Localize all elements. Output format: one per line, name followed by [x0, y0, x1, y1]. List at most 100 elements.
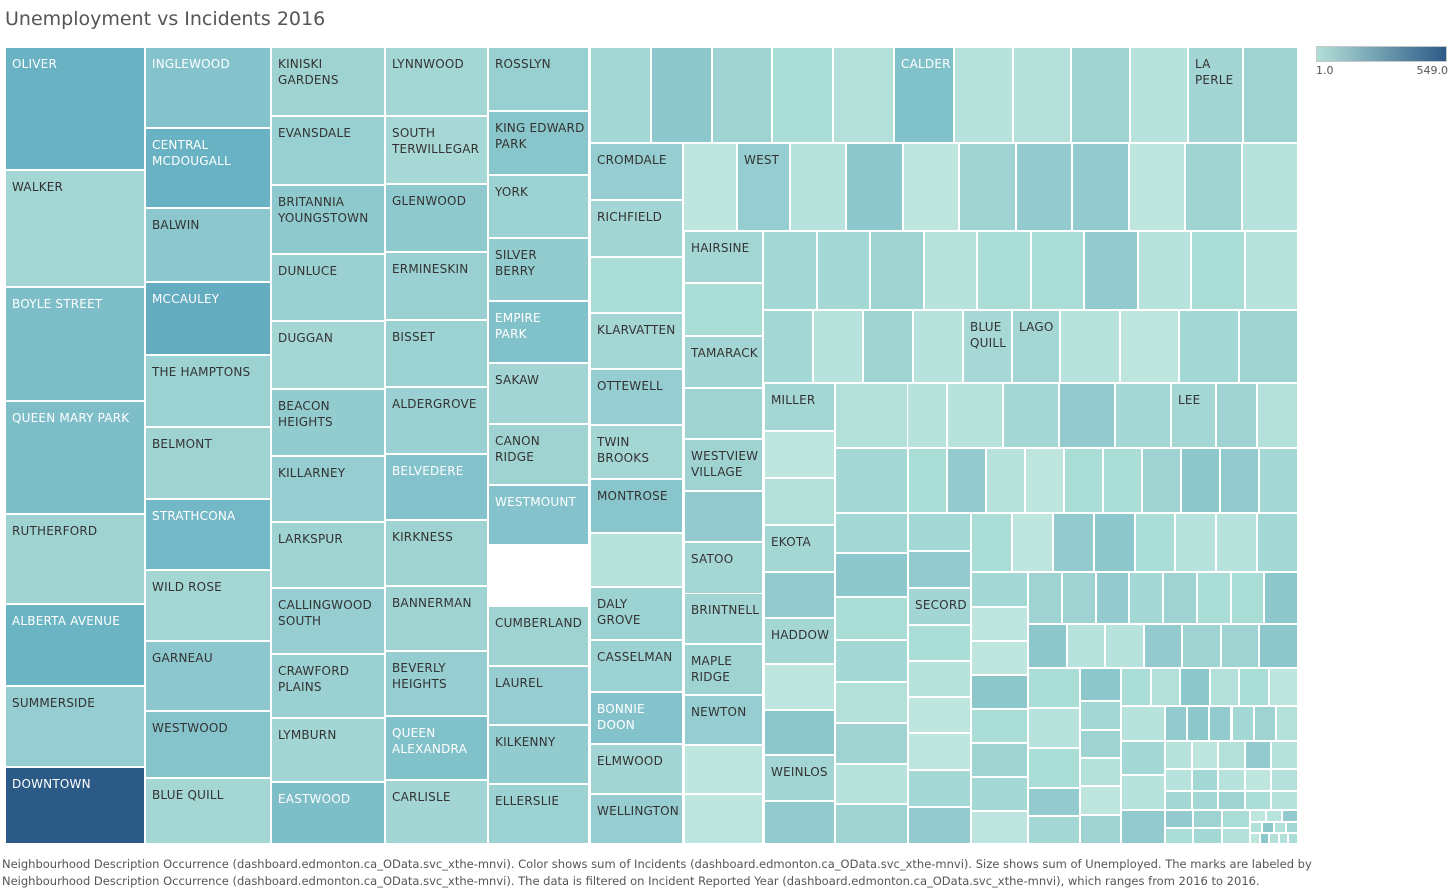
treemap-cell[interactable]: [1080, 758, 1121, 786]
treemap-cell-brintnell[interactable]: BRINTNELL: [684, 593, 763, 644]
treemap-cell[interactable]: [1216, 513, 1258, 572]
treemap-cell[interactable]: [1165, 706, 1188, 741]
treemap-cell[interactable]: [833, 47, 894, 143]
treemap-cell[interactable]: [835, 513, 908, 553]
treemap-cell[interactable]: [764, 431, 835, 478]
treemap-cell-west[interactable]: WEST: [737, 143, 790, 231]
treemap-cell[interactable]: [1253, 706, 1276, 741]
treemap-cell[interactable]: [764, 710, 835, 755]
treemap-cell[interactable]: [1187, 706, 1210, 741]
treemap-cell[interactable]: [1239, 668, 1269, 706]
treemap-cell-balwin[interactable]: BALWIN: [145, 208, 271, 282]
treemap-cell[interactable]: [1250, 833, 1260, 844]
treemap-cell[interactable]: [835, 553, 908, 597]
treemap-cell-beverly-heights[interactable]: BEVERLY HEIGHTS: [385, 651, 488, 716]
treemap-cell[interactable]: [1052, 513, 1094, 572]
treemap-cell[interactable]: [977, 231, 1031, 310]
treemap-cell-westwood[interactable]: WESTWOOD: [145, 711, 271, 778]
treemap-cell[interactable]: [684, 491, 763, 542]
treemap-cell[interactable]: [1165, 741, 1192, 769]
treemap-cell[interactable]: [1163, 572, 1197, 624]
treemap-cell[interactable]: [1030, 231, 1084, 310]
treemap-cell-the-hamptons[interactable]: THE HAMPTONS: [145, 355, 271, 427]
treemap-cell[interactable]: [1259, 624, 1298, 668]
treemap-cell[interactable]: [684, 283, 763, 336]
treemap-cell-glenwood[interactable]: GLENWOOD: [385, 184, 488, 252]
treemap-cell[interactable]: [1150, 668, 1180, 706]
treemap-cell[interactable]: [1241, 143, 1298, 231]
treemap-cell-ekota[interactable]: EKOTA: [764, 525, 835, 572]
treemap-cell[interactable]: [908, 513, 971, 551]
treemap-cell-aldergrove[interactable]: ALDERGROVE: [385, 387, 488, 454]
treemap-cell[interactable]: [1191, 791, 1219, 810]
treemap-cell[interactable]: [684, 745, 763, 794]
treemap-cell-strathcona[interactable]: STRATHCONA: [145, 499, 271, 570]
treemap-cell-cromdale[interactable]: CROMDALE: [590, 143, 683, 200]
treemap-cell-killarney[interactable]: KILLARNEY: [271, 456, 385, 522]
treemap-cell[interactable]: [971, 743, 1028, 777]
treemap-cell[interactable]: [772, 47, 834, 143]
treemap-cell-miller[interactable]: MILLER: [764, 383, 835, 431]
treemap-cell[interactable]: [1028, 788, 1080, 816]
treemap-cell-maple-ridge[interactable]: MAPLE RIDGE: [684, 644, 763, 695]
treemap-cell[interactable]: [1220, 624, 1260, 668]
treemap-cell[interactable]: [971, 675, 1028, 709]
treemap-cell-blue-quill[interactable]: BLUE QUILL: [963, 310, 1012, 383]
treemap-cell[interactable]: [1028, 816, 1080, 844]
treemap-cell[interactable]: [835, 383, 908, 448]
treemap-cell-hairsine[interactable]: HAIRSINE: [684, 231, 763, 283]
treemap-cell[interactable]: [1165, 791, 1192, 810]
treemap-cell[interactable]: [1257, 513, 1298, 572]
treemap-cell[interactable]: [1066, 624, 1106, 668]
treemap-cell-south-terwillegar[interactable]: SOUTH TERWILLEGAR: [385, 116, 488, 184]
treemap-cell-kilkenny[interactable]: KILKENNY: [488, 725, 589, 784]
treemap-cell-alberta-avenue[interactable]: ALBERTA AVENUE: [5, 604, 145, 686]
treemap-cell-garneau[interactable]: GARNEAU: [145, 641, 271, 711]
treemap-cell-weinlos[interactable]: WEINLOS: [764, 755, 835, 801]
treemap-cell[interactable]: [1121, 810, 1165, 844]
treemap-cell[interactable]: [1209, 668, 1239, 706]
treemap-cell[interactable]: [590, 47, 651, 143]
treemap-cell[interactable]: [711, 47, 773, 143]
treemap-cell[interactable]: [1221, 828, 1250, 844]
treemap-cell-inglewood[interactable]: INGLEWOOD: [145, 47, 271, 128]
treemap-cell[interactable]: [1129, 572, 1163, 624]
treemap-cell-ottewell[interactable]: OTTEWELL: [590, 369, 683, 425]
treemap-cell[interactable]: [1185, 143, 1242, 231]
treemap-cell[interactable]: [1244, 231, 1298, 310]
treemap-cell-bannerman[interactable]: BANNERMAN: [385, 586, 488, 651]
treemap-cell[interactable]: [1271, 741, 1298, 769]
treemap-cell[interactable]: [971, 513, 1012, 572]
treemap-cell[interactable]: [764, 478, 835, 525]
treemap-cell-eastwood[interactable]: EASTWOOD: [271, 782, 385, 844]
treemap-cell[interactable]: [1196, 572, 1231, 624]
treemap-cell[interactable]: [1259, 833, 1270, 844]
treemap-cell-summerside[interactable]: SUMMERSIDE: [5, 686, 145, 767]
treemap-cell[interactable]: [1028, 668, 1080, 708]
treemap-cell-twin-brooks[interactable]: TWIN BROOKS: [590, 425, 683, 479]
treemap-cell[interactable]: [1080, 730, 1121, 758]
treemap-cell-sakaw[interactable]: SAKAW: [488, 363, 589, 424]
treemap-cell-calder[interactable]: CALDER: [894, 47, 954, 143]
treemap-cell[interactable]: [1209, 706, 1232, 741]
treemap-cell[interactable]: [835, 448, 908, 513]
treemap-cell[interactable]: [971, 777, 1028, 811]
treemap-cell[interactable]: [1115, 383, 1171, 448]
treemap-cell[interactable]: [1080, 786, 1121, 815]
treemap-cell-larkspur[interactable]: LARKSPUR: [271, 522, 385, 588]
treemap-cell[interactable]: [835, 597, 908, 640]
treemap-cell[interactable]: [1250, 822, 1262, 833]
treemap-cell-lee[interactable]: LEE: [1171, 383, 1216, 448]
treemap-cell[interactable]: [1143, 624, 1183, 668]
treemap-cell-blue-quill[interactable]: BLUE QUILL: [145, 778, 271, 844]
treemap-cell-cumberland[interactable]: CUMBERLAND: [488, 606, 589, 666]
treemap-cell[interactable]: [1271, 791, 1298, 810]
treemap-cell[interactable]: [1181, 448, 1220, 513]
treemap-cell-haddow[interactable]: HADDOW: [764, 618, 835, 664]
treemap-cell-crawford-plains[interactable]: CRAWFORD PLAINS: [271, 654, 385, 718]
treemap-cell[interactable]: [971, 572, 1028, 607]
treemap-cell-king-edward-park[interactable]: KING EDWARD PARK: [488, 111, 589, 175]
treemap-cell[interactable]: [1061, 572, 1096, 624]
treemap-cell[interactable]: [1080, 668, 1121, 701]
treemap-cell[interactable]: [1121, 775, 1165, 810]
